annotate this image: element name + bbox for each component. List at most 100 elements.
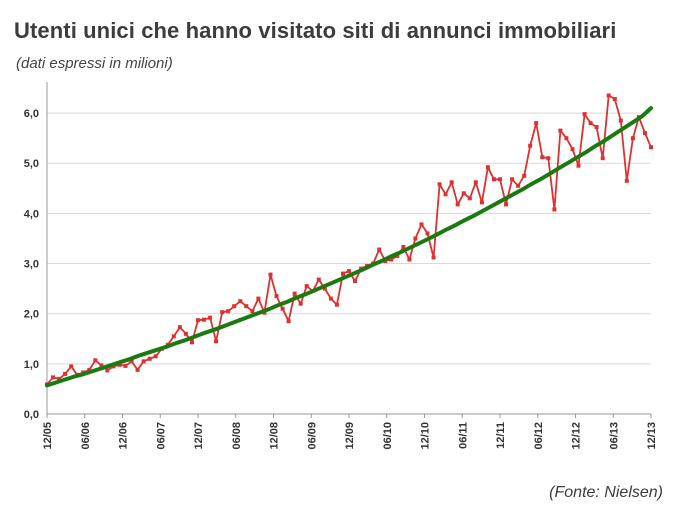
data-point — [419, 222, 424, 227]
data-point — [341, 271, 345, 276]
data-point — [485, 165, 490, 170]
y-tick-label: 3,0 — [24, 259, 39, 271]
data-point — [516, 183, 521, 188]
x-tick-label: 12/07 — [193, 422, 205, 450]
x-tick-label: 06/08 — [231, 422, 243, 450]
x-tick-label: 06/07 — [155, 422, 167, 450]
data-point — [492, 177, 496, 182]
data-point — [437, 182, 442, 187]
data-point — [117, 362, 122, 367]
data-point — [280, 306, 285, 311]
data-point — [69, 364, 74, 369]
data-point — [353, 279, 357, 284]
data-point — [244, 304, 249, 309]
x-tick-label: 12/09 — [344, 422, 356, 450]
data-point — [286, 319, 291, 324]
data-point — [238, 299, 243, 304]
data-point — [268, 272, 273, 277]
x-tick-label: 06/06 — [80, 422, 92, 450]
data-point — [220, 310, 225, 315]
data-point — [171, 334, 176, 339]
y-tick-label: 6,0 — [24, 108, 39, 120]
data-point — [395, 254, 400, 258]
data-line — [46, 94, 652, 385]
data-point — [196, 318, 200, 323]
x-tick-label: 12/05 — [42, 422, 54, 450]
data-point — [135, 367, 140, 372]
data-point — [534, 121, 539, 126]
x-tick-label: 06/10 — [382, 422, 394, 450]
data-point — [99, 363, 104, 368]
x-axis-ticks: 12/05 06/06 12/06 06/07 12/07 06/08 12/08 06/09… — [42, 414, 658, 450]
data-point — [208, 315, 213, 320]
y-tick-label: 0,0 — [24, 409, 39, 421]
x-tick-label: 06/11 — [457, 422, 469, 449]
data-point — [425, 231, 430, 236]
data-point — [558, 128, 563, 133]
data-point — [582, 112, 587, 117]
data-point — [105, 368, 110, 373]
data-point — [316, 277, 321, 282]
data-point — [407, 257, 412, 262]
data-point — [528, 143, 533, 148]
data-point — [498, 177, 502, 182]
data-point — [377, 247, 382, 252]
data-point — [455, 202, 460, 207]
data-point — [443, 192, 448, 197]
data-point — [153, 354, 158, 359]
data-point — [467, 196, 472, 201]
data-point — [594, 125, 599, 130]
data-point — [51, 375, 55, 380]
data-point — [546, 156, 551, 161]
x-tick-label: 06/09 — [306, 422, 318, 450]
data-point — [328, 296, 333, 301]
x-tick-label: 12/08 — [269, 422, 281, 450]
chart-subtitle: (dati espressi in milioni) — [16, 55, 173, 72]
y-tick-label: 2,0 — [24, 309, 39, 321]
data-point — [522, 173, 527, 178]
data-point — [389, 257, 394, 262]
chart-title: Utenti unici che hanno visitato siti di … — [14, 18, 617, 43]
y-tick-label: 5,0 — [24, 158, 39, 170]
data-point — [304, 284, 309, 289]
y-tick-label: 1,0 — [24, 359, 39, 371]
data-point — [347, 269, 351, 274]
data-point — [473, 180, 478, 185]
x-tick-label: 06/12 — [533, 422, 545, 450]
data-point — [214, 339, 219, 344]
data-point — [431, 255, 436, 260]
source-note: (Fonte: Nielsen) — [549, 484, 663, 501]
data-point — [600, 156, 605, 161]
data-point — [570, 147, 575, 152]
data-point — [141, 359, 146, 364]
data-point — [334, 302, 339, 307]
data-point — [63, 371, 68, 376]
data-point — [588, 121, 593, 126]
y-tick-label: 4,0 — [24, 208, 39, 220]
data-point — [479, 200, 484, 205]
x-tick-label: 12/10 — [420, 422, 432, 450]
data-point — [606, 93, 611, 98]
trend-line — [45, 106, 653, 388]
x-tick-label: 12/06 — [118, 422, 130, 450]
data-point — [129, 359, 134, 364]
data-point — [190, 340, 194, 345]
data-point — [87, 367, 92, 372]
data-point — [618, 118, 623, 123]
data-point — [624, 178, 629, 183]
data-point — [564, 136, 569, 141]
data-point — [57, 376, 62, 381]
x-tick-label: 06/13 — [608, 422, 620, 450]
data-point — [510, 177, 515, 182]
grid-lines — [47, 112, 651, 365]
data-point — [322, 286, 327, 291]
data-point — [649, 145, 653, 150]
data-point — [461, 191, 466, 196]
data-point — [504, 202, 508, 207]
data-point — [147, 356, 152, 361]
data-point — [250, 309, 255, 314]
data-point — [630, 136, 635, 141]
data-point — [256, 296, 261, 301]
data-point — [93, 358, 98, 363]
